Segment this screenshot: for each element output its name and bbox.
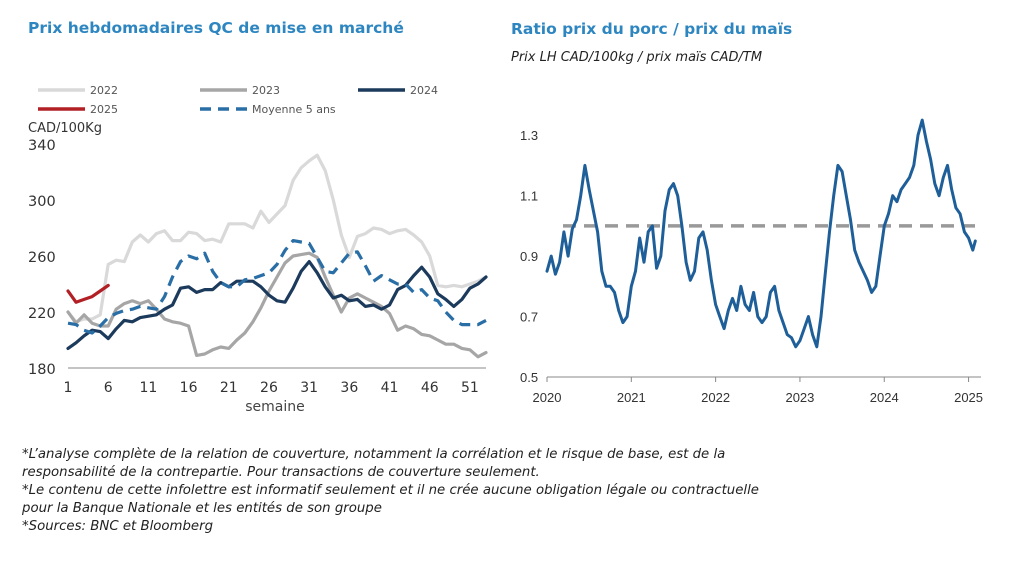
series-line-2024: [66, 260, 488, 350]
y-tick-label: 300: [28, 194, 56, 210]
footnote-line: pour la Banque Nationale et les entités …: [22, 501, 382, 516]
footnote-line: responsabilité de la contrepartie. Pour …: [22, 465, 540, 480]
x-tick-label: 51: [461, 380, 479, 396]
x-tick-label: 2020: [533, 390, 562, 405]
ratio-series-line: [545, 118, 977, 349]
x-tick-label: 26: [260, 380, 278, 396]
footnote-line: *Sources: BNC et Bloomberg: [22, 519, 214, 534]
x-tick-label: 16: [180, 380, 198, 396]
x-tick-label: 11: [139, 380, 157, 396]
y-unit-label: CAD/100Kg: [28, 121, 102, 136]
x-tick-label: 46: [421, 380, 439, 396]
y-tick-label: 1.3: [520, 128, 538, 143]
y-tick-label: 180: [28, 362, 56, 378]
x-tick-label: 2024: [870, 390, 899, 405]
y-tick-label: 0.7: [520, 310, 538, 325]
x-tick-label: 21: [220, 380, 238, 396]
series-line-2022: [66, 153, 488, 324]
legend-label: 2024: [410, 84, 438, 97]
x-tick-label: 6: [104, 380, 113, 396]
legend-label: 2025: [90, 103, 118, 116]
y-tick-label: 1.1: [520, 189, 538, 204]
x-axis-title: semaine: [245, 399, 305, 415]
y-tick-label: 0.5: [520, 370, 538, 385]
series-line-2025: [66, 283, 110, 304]
legend-label: 2022: [90, 84, 118, 97]
legend-label: Moyenne 5 ans: [252, 103, 336, 116]
right-chart-subtitle: Prix LH CAD/100kg / prix maïs CAD/TM: [511, 50, 763, 65]
footnote-line: *L’analyse complète de la relation de co…: [22, 447, 726, 462]
x-tick-label: 2022: [701, 390, 730, 405]
x-tick-label: 2023: [785, 390, 814, 405]
x-tick-label: 1: [64, 380, 73, 396]
hog-corn-ratio-chart: 0.5 0.7 0.9 1.1 1.3 2020 2021 2022 2023 2024 2025: [520, 118, 983, 405]
right-chart-title: Ratio prix du porc / prix du maïs: [511, 20, 793, 38]
footnotes: *L’analyse complète de la relation de co…: [22, 446, 882, 536]
y-tick-label: 260: [28, 250, 56, 266]
x-tick-label: 2025: [954, 390, 983, 405]
x-tick-label: 41: [381, 380, 399, 396]
y-tick-label: 340: [28, 138, 56, 154]
series-line-moyenne-5-ans: [67, 239, 487, 335]
y-tick-label: 220: [28, 306, 56, 322]
x-tick-label: 31: [300, 380, 318, 396]
x-tick-label: 36: [340, 380, 358, 396]
series-line-2023: [66, 251, 488, 359]
footnote-line: *Le contenu de cette infolettre est info…: [22, 483, 759, 498]
legend-label: 2023: [252, 84, 280, 97]
x-tick-label: 2021: [617, 390, 646, 405]
left-chart-title: Prix hebdomadaires QC de mise en marché: [28, 19, 404, 37]
y-tick-label: 0.9: [520, 249, 538, 264]
